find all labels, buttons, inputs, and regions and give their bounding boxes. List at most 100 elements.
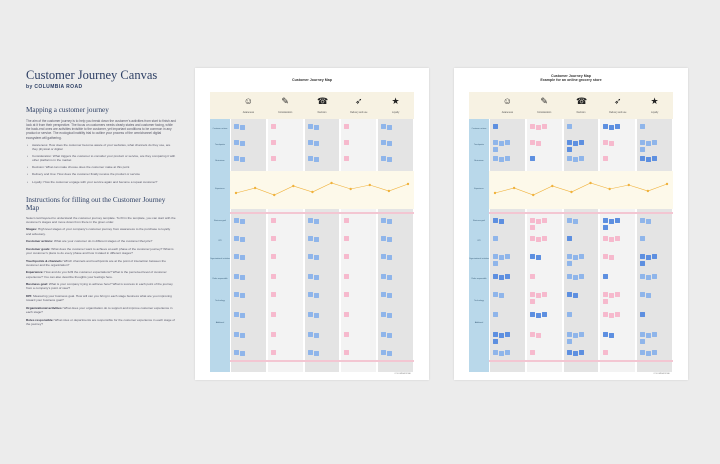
sticky-note[interactable]	[640, 339, 646, 344]
stage-column[interactable]	[563, 119, 599, 372]
stage-column[interactable]	[231, 119, 266, 372]
sticky-note[interactable]	[609, 141, 615, 146]
sticky-note[interactable]	[652, 274, 658, 279]
sticky-note[interactable]	[603, 299, 609, 304]
sticky-note[interactable]	[640, 140, 646, 145]
sticky-note[interactable]	[640, 332, 646, 337]
sticky-note[interactable]	[240, 157, 245, 162]
sticky-note[interactable]	[493, 274, 498, 279]
sticky-note[interactable]	[541, 218, 547, 223]
sticky-note[interactable]	[493, 261, 498, 266]
sticky-note[interactable]	[578, 350, 584, 355]
sticky-note[interactable]	[381, 218, 387, 223]
stage-column[interactable]	[490, 119, 525, 372]
sticky-note[interactable]	[578, 274, 584, 279]
sticky-note[interactable]	[270, 218, 276, 223]
sticky-note[interactable]	[646, 351, 652, 356]
sticky-note[interactable]	[529, 312, 535, 317]
sticky-note[interactable]	[381, 332, 387, 337]
sticky-note[interactable]	[572, 219, 578, 224]
sticky-note[interactable]	[615, 312, 621, 317]
sticky-note[interactable]	[387, 333, 393, 338]
sticky-note[interactable]	[566, 292, 572, 297]
sticky-note[interactable]	[640, 261, 646, 266]
sticky-note[interactable]	[270, 254, 276, 259]
sticky-note[interactable]	[240, 141, 245, 146]
sticky-note[interactable]	[234, 312, 239, 317]
sticky-note[interactable]	[566, 274, 572, 279]
sticky-note[interactable]	[640, 147, 646, 152]
sticky-note[interactable]	[640, 350, 646, 355]
sticky-note[interactable]	[541, 312, 547, 317]
sticky-note[interactable]	[307, 292, 313, 297]
sticky-note[interactable]	[499, 351, 504, 356]
sticky-note[interactable]	[387, 313, 393, 318]
sticky-note[interactable]	[603, 140, 609, 145]
sticky-note[interactable]	[344, 218, 350, 223]
sticky-note[interactable]	[307, 312, 313, 317]
sticky-note[interactable]	[493, 254, 498, 259]
sticky-note[interactable]	[240, 219, 245, 224]
sticky-note[interactable]	[652, 140, 658, 145]
sticky-note[interactable]	[652, 350, 658, 355]
sticky-note[interactable]	[240, 293, 245, 298]
sticky-note[interactable]	[529, 140, 535, 145]
sticky-note[interactable]	[499, 219, 504, 224]
sticky-note[interactable]	[493, 140, 498, 145]
sticky-note[interactable]	[566, 218, 572, 223]
sticky-note[interactable]	[566, 156, 572, 161]
sticky-note[interactable]	[499, 255, 504, 260]
sticky-note[interactable]	[499, 293, 504, 298]
sticky-note[interactable]	[344, 274, 350, 279]
sticky-note[interactable]	[387, 237, 393, 242]
sticky-note[interactable]	[566, 254, 572, 259]
sticky-note[interactable]	[603, 332, 609, 337]
sticky-note[interactable]	[493, 124, 498, 129]
sticky-note[interactable]	[381, 350, 387, 355]
sticky-note[interactable]	[603, 225, 609, 230]
sticky-note[interactable]	[493, 292, 498, 297]
sticky-note[interactable]	[529, 299, 535, 304]
sticky-note[interactable]	[240, 275, 245, 280]
sticky-note[interactable]	[505, 140, 510, 145]
sticky-note[interactable]	[566, 332, 572, 337]
sticky-note[interactable]	[640, 156, 646, 161]
sticky-note[interactable]	[307, 350, 313, 355]
sticky-note[interactable]	[566, 140, 572, 145]
sticky-note[interactable]	[535, 313, 541, 318]
sticky-note[interactable]	[240, 255, 245, 260]
sticky-note[interactable]	[609, 237, 615, 242]
stage-column[interactable]	[526, 119, 562, 372]
sticky-note[interactable]	[240, 125, 245, 130]
sticky-note[interactable]	[541, 292, 547, 297]
sticky-note[interactable]	[535, 293, 541, 298]
sticky-note[interactable]	[493, 147, 498, 152]
sticky-note[interactable]	[493, 339, 498, 344]
sticky-note[interactable]	[646, 157, 652, 162]
sticky-note[interactable]	[572, 275, 578, 280]
sticky-note[interactable]	[609, 333, 615, 338]
sticky-note[interactable]	[493, 236, 498, 241]
sticky-note[interactable]	[240, 351, 245, 356]
sticky-note[interactable]	[493, 156, 498, 161]
sticky-note[interactable]	[270, 140, 276, 145]
sticky-note[interactable]	[381, 274, 387, 279]
sticky-note[interactable]	[566, 339, 572, 344]
stage-column[interactable]	[304, 119, 340, 372]
sticky-note[interactable]	[307, 332, 313, 337]
sticky-note[interactable]	[387, 293, 393, 298]
sticky-note[interactable]	[566, 147, 572, 152]
sticky-note[interactable]	[652, 254, 658, 259]
sticky-note[interactable]	[234, 140, 239, 145]
sticky-note[interactable]	[529, 218, 535, 223]
sticky-note[interactable]	[307, 140, 313, 145]
sticky-note[interactable]	[387, 219, 393, 224]
sticky-note[interactable]	[572, 351, 578, 356]
sticky-note[interactable]	[535, 255, 541, 260]
sticky-note[interactable]	[609, 313, 615, 318]
sticky-note[interactable]	[572, 333, 578, 338]
sticky-note[interactable]	[381, 312, 387, 317]
sticky-note[interactable]	[609, 293, 615, 298]
sticky-note[interactable]	[234, 350, 239, 355]
sticky-note[interactable]	[646, 219, 652, 224]
